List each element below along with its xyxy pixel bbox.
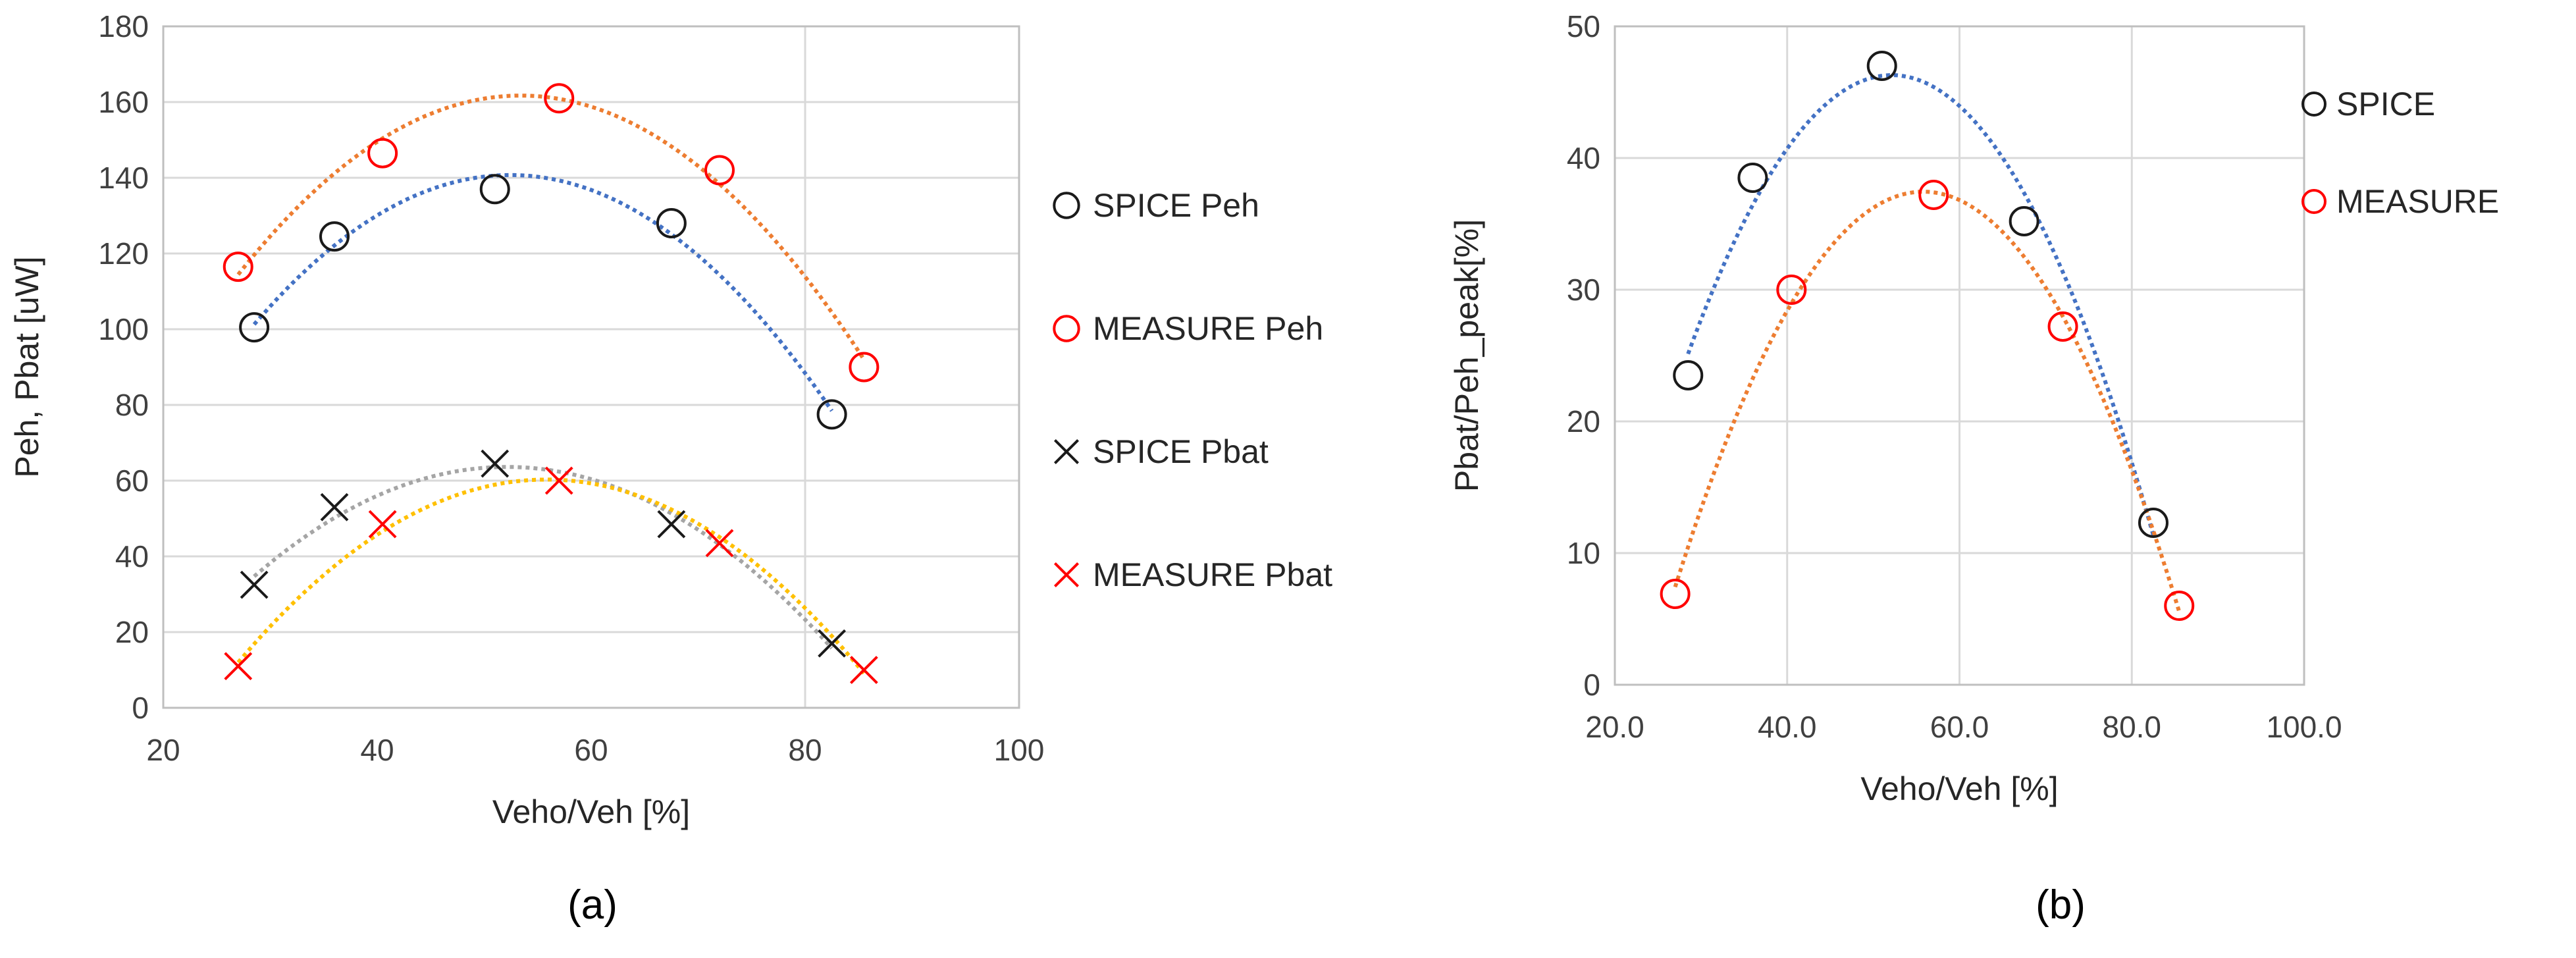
trendline-spice bbox=[1686, 73, 2155, 536]
y-tick-label: 50 bbox=[1567, 9, 1600, 43]
y-tick-label: 100 bbox=[98, 312, 149, 346]
data-point-measure bbox=[1660, 579, 1691, 609]
x-tick-label: 100.0 bbox=[2266, 710, 2342, 744]
data-point-measure-pbat bbox=[849, 656, 878, 684]
legend-label-measure: MEASURE bbox=[2336, 183, 2499, 220]
legend-marker-measure-peh bbox=[1053, 315, 1080, 342]
legend-label-measure-pbat: MEASURE Pbat bbox=[1093, 556, 1332, 593]
trendline-spice-peh bbox=[252, 173, 834, 412]
chart-a: 0 20 40 60 80 100 120 140 160 180 20 40 60 80 100 Veho/… bbox=[9, 9, 1332, 928]
y-axis-label: Peh, Pbat [uW] bbox=[9, 256, 45, 477]
data-point-spice-pbat bbox=[818, 629, 847, 658]
data-point-spice-pbat bbox=[320, 492, 349, 521]
data-point-spice-peh bbox=[479, 174, 510, 205]
legend-marker-measure bbox=[2301, 189, 2326, 214]
data-point-measure-pbat bbox=[544, 466, 573, 495]
y-tick-label: 80 bbox=[115, 388, 149, 422]
y-tick-label: 30 bbox=[1567, 273, 1600, 307]
plot-area-border bbox=[162, 25, 1020, 709]
y-tick-label: 20 bbox=[115, 615, 149, 649]
data-point-measure-peh bbox=[544, 83, 575, 114]
data-point-measure-pbat bbox=[224, 652, 253, 681]
y-tick-label: 0 bbox=[132, 691, 149, 725]
y-tick-label: 160 bbox=[98, 85, 149, 119]
data-point-measure-pbat bbox=[705, 529, 734, 558]
legend-label-spice-peh: SPICE Peh bbox=[1093, 187, 1259, 224]
data-point-spice bbox=[1737, 163, 1768, 193]
x-tick-label: 20.0 bbox=[1585, 710, 1644, 744]
data-point-spice-pbat bbox=[481, 449, 510, 478]
data-point-measure bbox=[2164, 591, 2195, 621]
y-tick-label: 10 bbox=[1567, 536, 1600, 570]
chart-caption: (a) bbox=[567, 882, 618, 928]
y-tick-label: 180 bbox=[98, 9, 149, 43]
trendline-spice-pbat bbox=[253, 465, 833, 650]
legend-label-spice: SPICE bbox=[2336, 86, 2435, 122]
x-tick-label: 60 bbox=[574, 733, 608, 767]
legend-label-spice-pbat: SPICE Pbat bbox=[1093, 433, 1269, 470]
data-point-measure-pbat bbox=[368, 510, 397, 539]
y-tick-label: 20 bbox=[1567, 404, 1600, 439]
y-tick-label: 40 bbox=[115, 539, 149, 573]
x-tick-label: 80.0 bbox=[2102, 710, 2161, 744]
legend-marker-spice bbox=[2301, 92, 2326, 117]
x-tick-label: 40 bbox=[360, 733, 394, 767]
data-point-spice-peh bbox=[319, 221, 350, 252]
y-axis-label: Pbat/Peh_peak[%] bbox=[1448, 219, 1485, 492]
chart-caption: (b) bbox=[2036, 882, 2086, 928]
legend-label-measure-peh: MEASURE Peh bbox=[1093, 310, 1323, 347]
data-point-spice bbox=[2009, 206, 2039, 236]
data-point-spice bbox=[1866, 51, 1897, 81]
data-point-measure bbox=[2047, 311, 2078, 342]
data-point-measure-peh bbox=[704, 155, 735, 186]
x-tick-label: 40.0 bbox=[1758, 710, 1817, 744]
data-point-spice bbox=[1673, 360, 1704, 390]
y-tick-label: 120 bbox=[98, 236, 149, 271]
y-tick-label: 140 bbox=[98, 161, 149, 195]
data-point-measure-peh bbox=[849, 352, 880, 383]
y-tick-label: 0 bbox=[1583, 668, 1600, 702]
x-axis-label: Veho/Veh [%] bbox=[1860, 770, 2058, 807]
x-axis-label: Veho/Veh [%] bbox=[492, 793, 690, 830]
data-point-spice-peh bbox=[816, 399, 847, 430]
y-tick-label: 40 bbox=[1567, 141, 1600, 175]
trendline-measure-pbat bbox=[236, 477, 866, 675]
data-point-spice-peh bbox=[239, 312, 270, 343]
data-point-spice-pbat bbox=[657, 510, 686, 539]
x-tick-label: 60.0 bbox=[1930, 710, 1989, 744]
data-point-spice-peh bbox=[656, 208, 687, 238]
legend-marker-spice-peh bbox=[1053, 192, 1080, 219]
trendline-measure bbox=[1673, 190, 2182, 612]
x-tick-label: 20 bbox=[146, 733, 180, 767]
trendline-measure-peh bbox=[236, 93, 866, 361]
data-point-measure-peh bbox=[367, 138, 398, 169]
data-point-measure bbox=[1776, 275, 1807, 305]
data-point-measure bbox=[1918, 180, 1949, 210]
chart-b: 0 10 20 30 40 50 20.0 40.0 60.0 80.0 100.0 Veho/Veh… bbox=[1448, 9, 2499, 928]
legend-marker-measure-pbat bbox=[1053, 562, 1080, 588]
data-point-spice-pbat bbox=[240, 570, 269, 599]
x-tick-label: 100 bbox=[994, 733, 1045, 767]
y-tick-label: 60 bbox=[115, 464, 149, 498]
data-point-measure-peh bbox=[223, 252, 253, 282]
legend-marker-spice-pbat bbox=[1053, 439, 1080, 465]
x-tick-label: 80 bbox=[788, 733, 822, 767]
data-point-spice bbox=[2138, 508, 2169, 538]
plot-area-border bbox=[1614, 25, 2305, 686]
